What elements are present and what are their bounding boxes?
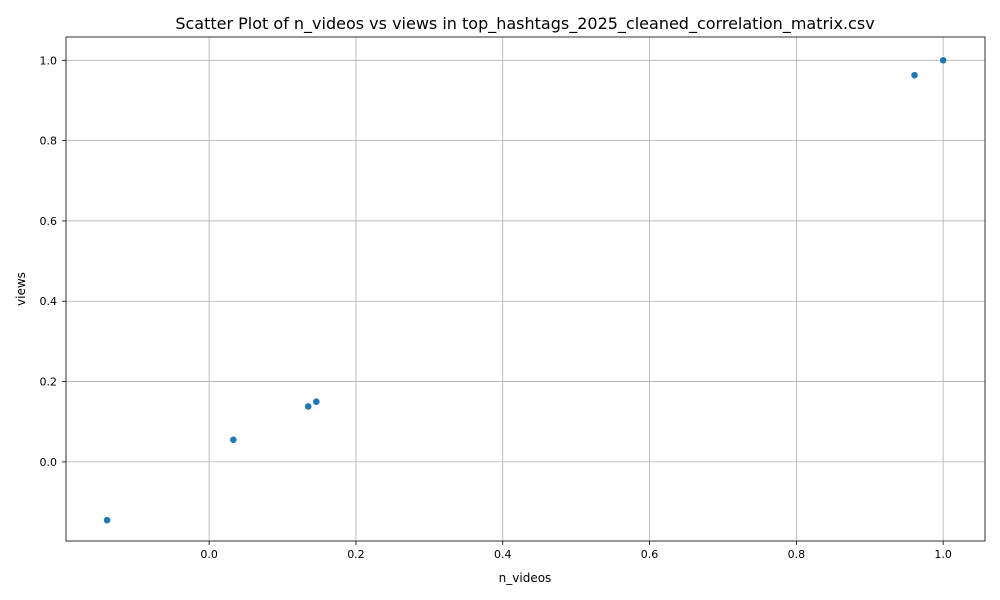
y-axis-ticks: 0.0 0.2 0.4 0.6 0.8 1.0	[40, 54, 66, 469]
data-point	[910, 71, 919, 80]
y-tick-label: 0.2	[40, 376, 58, 389]
y-tick-label: 0.0	[40, 456, 58, 469]
x-tick-label: 0.4	[494, 548, 512, 561]
y-axis-label: views	[14, 272, 28, 306]
data-point	[229, 435, 238, 444]
data-point	[304, 402, 313, 411]
x-tick-label: 0.8	[788, 548, 806, 561]
x-axis-ticks: 0.0 0.2 0.4 0.6 0.8 1.0	[200, 541, 952, 561]
plot-frame	[65, 36, 986, 542]
x-tick-label: 0.0	[200, 548, 218, 561]
chart-title: Scatter Plot of n_videos vs views in top…	[175, 14, 874, 34]
y-tick-label: 0.8	[40, 135, 58, 148]
x-tick-label: 0.2	[347, 548, 365, 561]
data-point	[939, 56, 948, 65]
y-tick-label: 0.6	[40, 215, 58, 228]
x-tick-label: 1.0	[934, 548, 952, 561]
data-points	[103, 56, 948, 525]
y-tick-label: 1.0	[40, 54, 58, 67]
grid-lines	[66, 37, 985, 541]
x-axis-label: n_videos	[499, 571, 552, 585]
y-tick-label: 0.4	[40, 295, 58, 308]
data-point	[312, 397, 321, 406]
x-tick-label: 0.6	[641, 548, 659, 561]
data-point	[103, 516, 112, 525]
